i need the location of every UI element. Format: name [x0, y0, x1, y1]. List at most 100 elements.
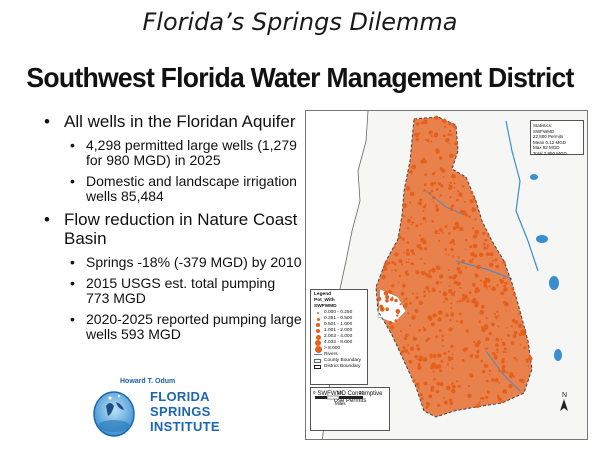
well-dot: [449, 318, 452, 322]
well-dot: [497, 369, 501, 372]
well-dot: [397, 281, 400, 284]
well-dot: [481, 396, 485, 400]
well-dot: [416, 244, 421, 249]
legend-class: 2.003 - 4.000: [314, 334, 364, 340]
well-dot: [496, 310, 499, 313]
well-dot: [393, 246, 396, 249]
well-dot: [448, 254, 450, 256]
well-dot: [430, 140, 433, 143]
well-dot: [479, 279, 483, 282]
well-dot: [512, 334, 517, 339]
well-dot: [430, 322, 435, 327]
well-dot: [441, 339, 444, 342]
well-dot: [403, 336, 407, 340]
well-dot: [406, 218, 411, 223]
well-dot: [436, 265, 440, 270]
well-dot: [517, 312, 520, 315]
well-dot: [447, 269, 450, 271]
well-dot: [383, 291, 389, 296]
well-dot: [428, 291, 431, 293]
well-dot: [409, 170, 413, 174]
well-dot: [423, 119, 428, 125]
well-dot: [398, 259, 403, 264]
well-dot: [467, 385, 470, 388]
map-title: SWFWMD Consumptive Use Permits: [317, 391, 383, 404]
well-dot: [456, 300, 459, 303]
well-dot: [450, 133, 453, 136]
well-dot: [474, 303, 479, 308]
well-dot: [430, 356, 433, 359]
well-dot: [420, 159, 425, 164]
well-dot: [447, 133, 451, 136]
well-dot: [439, 274, 444, 279]
well-dot: [488, 369, 492, 373]
well-dot: [432, 370, 435, 373]
well-dot: [501, 364, 506, 369]
well-dot: [406, 241, 410, 244]
well-dot: [431, 362, 437, 368]
well-dot: [425, 339, 429, 343]
well-dot: [412, 252, 415, 256]
well-dot: [448, 275, 452, 279]
well-dot: [407, 261, 410, 264]
well-dot: [505, 326, 508, 329]
well-dot: [410, 216, 413, 219]
well-dot: [509, 373, 514, 379]
well-dot: [433, 171, 436, 174]
well-dot: [502, 260, 506, 264]
permits-map: N Statistics: SWFWMD 22,800 Permits Mean…: [305, 110, 588, 440]
well-dot: [472, 197, 476, 201]
well-dot: [463, 294, 468, 299]
well-dot: [516, 358, 518, 361]
well-dot: [519, 343, 522, 346]
scale-label-0: 0: [313, 390, 316, 395]
well-dot: [499, 278, 502, 281]
well-dot: [505, 310, 507, 312]
well-dot: [486, 347, 489, 350]
well-dot: [468, 215, 471, 219]
well-dot: [498, 382, 500, 384]
well-dot: [452, 255, 454, 257]
well-dot: [501, 400, 504, 403]
well-dot: [407, 344, 409, 347]
well-dot: [496, 348, 499, 352]
well-dot: [464, 248, 467, 251]
well-dot: [483, 363, 488, 368]
well-dot: [432, 313, 437, 318]
logo-line-1: FLORIDA: [150, 389, 210, 404]
well-dot: [473, 340, 476, 344]
well-dot: [409, 346, 415, 351]
well-dot: [512, 292, 516, 296]
well-dot: [434, 231, 438, 234]
well-dot: [486, 390, 491, 394]
well-dot: [411, 221, 415, 224]
well-dot: [417, 386, 420, 389]
well-dot: [438, 156, 443, 160]
well-dot: [461, 359, 465, 362]
bullet-aquifer-wells: All wells in the Floridan Aquifer: [40, 112, 302, 131]
well-dot: [446, 362, 449, 366]
well-dot: [428, 394, 433, 399]
legend-county-boundary: County Boundary: [314, 358, 364, 364]
well-dot: [450, 306, 453, 309]
well-dot: [497, 394, 499, 397]
well-dot: [442, 345, 444, 347]
well-dot: [403, 300, 406, 303]
well-dot: [502, 277, 505, 280]
slide-title: Florida’s Springs Dilemma: [142, 8, 458, 36]
well-dot: [441, 232, 444, 234]
well-dot: [454, 141, 459, 146]
well-dot: [471, 282, 476, 287]
well-dot: [486, 244, 490, 247]
well-dot: [494, 315, 499, 319]
well-dot: [451, 174, 456, 179]
well-dot: [412, 336, 417, 341]
well-dot: [450, 247, 454, 251]
well-dot: [444, 224, 448, 228]
well-dot: [430, 135, 433, 137]
well-dot: [456, 281, 461, 287]
well-dot: [467, 393, 472, 399]
district-well-area: [376, 117, 532, 417]
well-dot: [430, 385, 435, 390]
well-dot: [488, 262, 494, 268]
